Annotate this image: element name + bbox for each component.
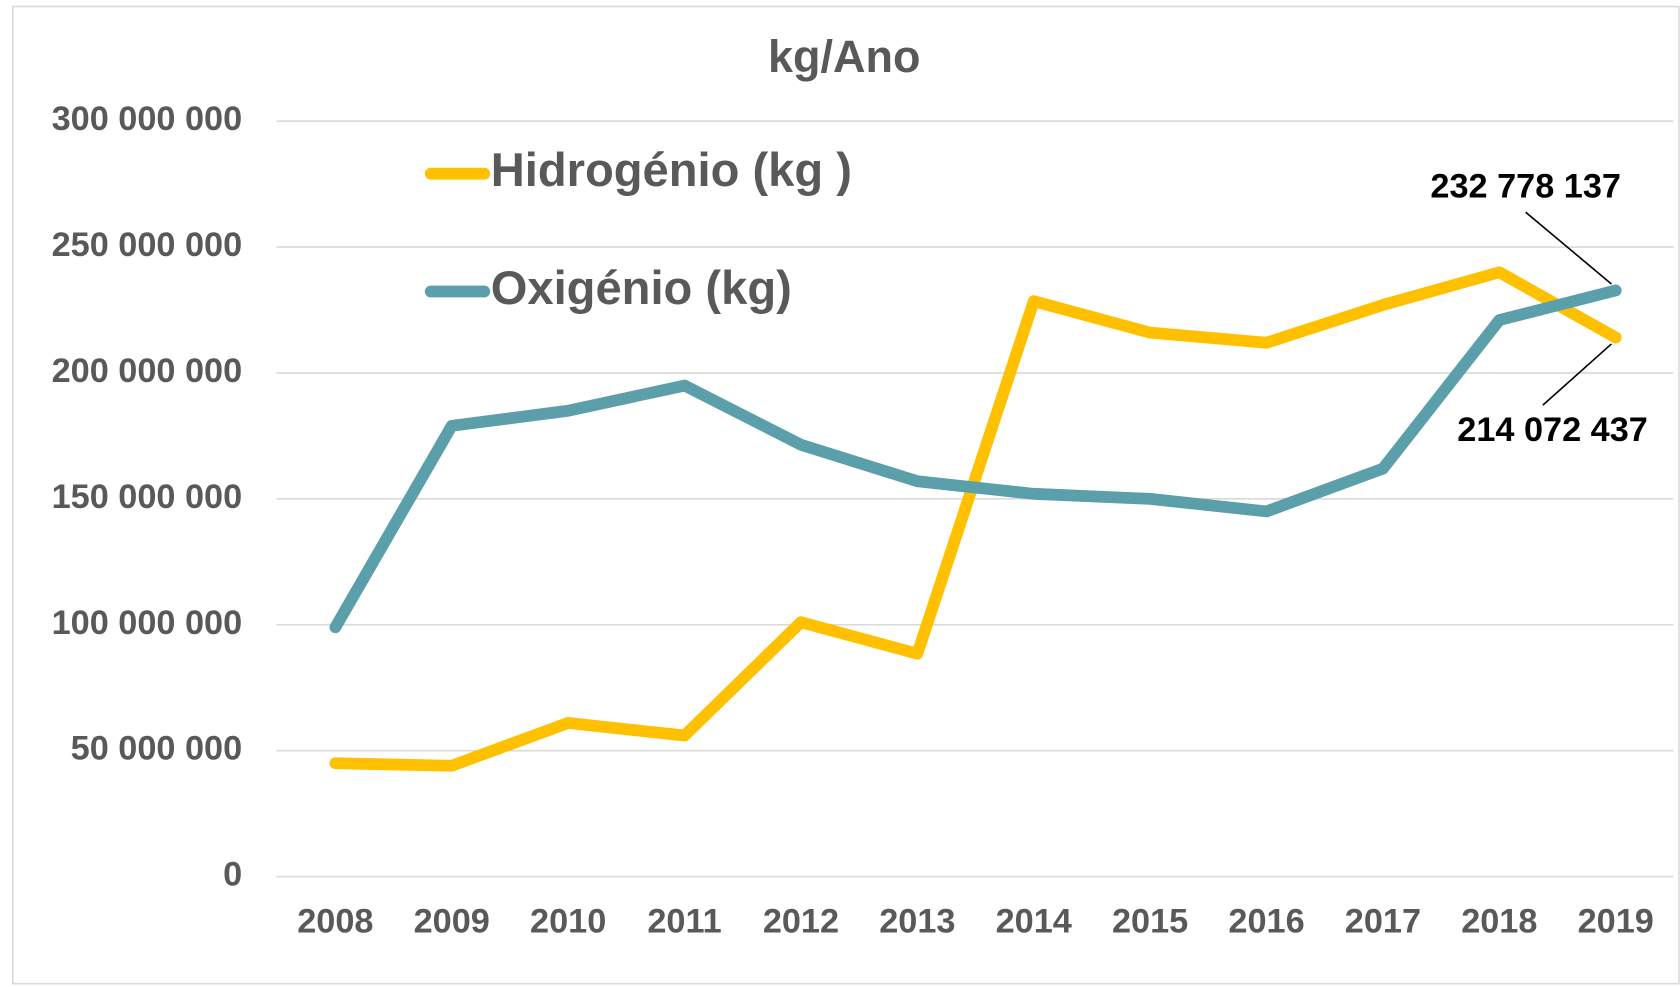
x-tick-label: 2009 bbox=[414, 903, 490, 941]
series-line bbox=[329, 266, 1622, 772]
data-label: 232 778 137 bbox=[1430, 168, 1621, 206]
legend-label: Hidrogénio (kg ) bbox=[491, 143, 852, 196]
chart-title: kg/Ano bbox=[768, 31, 920, 82]
y-tick-label: 250 000 000 bbox=[52, 226, 243, 264]
series-line bbox=[329, 284, 1622, 634]
x-tick-label: 2017 bbox=[1345, 903, 1421, 941]
leader-line bbox=[1542, 343, 1612, 406]
x-tick-label: 2018 bbox=[1461, 903, 1537, 941]
legend-label: Oxigénio (kg) bbox=[491, 261, 792, 314]
data-label: 214 072 437 bbox=[1457, 411, 1648, 449]
y-tick-label: 100 000 000 bbox=[52, 604, 243, 642]
y-tick-label: 300 000 000 bbox=[52, 100, 243, 138]
x-tick-label: 2012 bbox=[763, 903, 839, 941]
x-tick-label: 2016 bbox=[1228, 903, 1304, 941]
x-tick-label: 2010 bbox=[530, 903, 606, 941]
y-tick-label: 0 bbox=[223, 856, 242, 894]
x-tick-label: 2013 bbox=[879, 903, 955, 941]
y-tick-label: 150 000 000 bbox=[52, 478, 243, 516]
x-tick-label: 2008 bbox=[297, 903, 373, 941]
y-tick-label: 50 000 000 bbox=[71, 730, 243, 768]
x-tick-label: 2019 bbox=[1578, 903, 1654, 941]
x-tick-label: 2011 bbox=[647, 903, 721, 941]
x-tick-label: 2014 bbox=[996, 903, 1072, 941]
x-tick-label: 2015 bbox=[1112, 903, 1188, 941]
y-tick-label: 200 000 000 bbox=[52, 352, 243, 390]
chart-border bbox=[12, 5, 1680, 985]
leader-line bbox=[1525, 211, 1612, 285]
